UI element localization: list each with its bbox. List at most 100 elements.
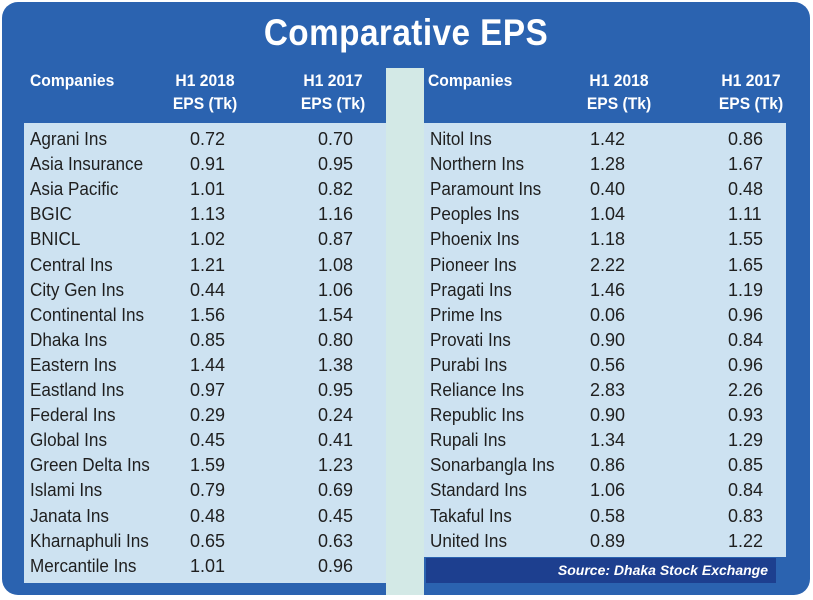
left-company-name: Federal Ins [30, 405, 116, 426]
right-eps-h1-2017: 1.29 [728, 430, 764, 451]
right-header-h1-2018-line1: H1 2018 [589, 71, 649, 90]
table-row: Paramount Ins 0.40 0.48 [424, 177, 786, 202]
right-eps-h1-2018: 0.40 [590, 179, 626, 200]
left-eps-h1-2017: 1.16 [318, 204, 354, 225]
right-company-name: Sonarbangla Ins [430, 455, 555, 476]
right-header-h1-2017: H1 2017 EPS (Tk) [700, 69, 801, 115]
right-company-name: Phoenix Ins [430, 229, 520, 250]
table-row: Pragati Ins 1.46 1.19 [424, 278, 786, 303]
left-eps-h1-2018: 1.13 [190, 204, 226, 225]
right-eps-h1-2017: 0.93 [728, 405, 764, 426]
table-row: Continental Ins 1.56 1.54 [24, 303, 386, 328]
table-row: Pioneer Ins 2.22 1.65 [424, 253, 786, 278]
left-header-h1-2017-line2: EPS (Tk) [300, 94, 366, 113]
right-company-name: Pragati Ins [430, 279, 512, 300]
left-company-name: Green Delta Ins [30, 455, 150, 476]
left-header-h1-2017-line1: H1 2017 [303, 71, 363, 90]
right-eps-h1-2018: 1.46 [590, 279, 626, 300]
left-eps-h1-2018: 1.01 [190, 179, 226, 200]
left-eps-h1-2018: 0.91 [190, 154, 226, 175]
table-row: Republic Ins 0.90 0.93 [424, 403, 786, 428]
right-company-name: Peoples Ins [430, 204, 520, 225]
right-eps-h1-2018: 0.90 [590, 405, 626, 426]
right-eps-h1-2017: 0.86 [728, 129, 764, 149]
table-row: Eastern Ins 1.44 1.38 [24, 353, 386, 378]
left-eps-h1-2017: 1.54 [318, 304, 354, 325]
right-company-name: Prime Ins [430, 304, 503, 325]
right-eps-h1-2017: 0.96 [728, 354, 764, 375]
left-company-name: Agrani Ins [30, 129, 107, 149]
left-eps-h1-2018: 0.97 [190, 380, 226, 400]
left-company-name: Eastland Ins [30, 380, 125, 400]
table-row: Rupali Ins 1.34 1.29 [424, 428, 786, 453]
left-company-name: Janata Ins [30, 505, 109, 526]
left-eps-h1-2018: 0.29 [190, 405, 226, 426]
left-company-name: BNICL [30, 229, 81, 250]
right-eps-h1-2017: 1.65 [728, 254, 764, 275]
table-row: Phoenix Ins 1.18 1.55 [424, 227, 786, 252]
left-header-h1-2017: H1 2017 EPS (Tk) [282, 69, 383, 115]
table-row: Purabi Ins 0.56 0.96 [424, 353, 786, 378]
table-row: Dhaka Ins 0.85 0.80 [24, 328, 386, 353]
left-eps-h1-2017: 0.80 [318, 329, 354, 350]
left-eps-h1-2018: 1.02 [190, 229, 226, 250]
left-company-name: Kharnaphuli Ins [30, 530, 149, 551]
right-eps-h1-2018: 0.06 [590, 304, 626, 325]
left-company-name: Continental Ins [30, 304, 145, 325]
right-header-h1-2017-line1: H1 2017 [721, 71, 781, 90]
table-row: Standard Ins 1.06 0.84 [424, 478, 786, 503]
left-eps-h1-2017: 0.45 [318, 505, 354, 526]
table-row: Prime Ins 0.06 0.96 [424, 303, 786, 328]
right-header-companies: Companies [428, 71, 513, 90]
table-row: Federal Ins 0.29 0.24 [24, 403, 386, 428]
right-company-name: Reliance Ins [430, 380, 525, 400]
right-company-name: United Ins [430, 530, 507, 551]
table-row: Kharnaphuli Ins 0.65 0.63 [24, 529, 386, 554]
table-row: Nitol Ins 1.42 0.86 [424, 127, 786, 152]
right-company-name: Standard Ins [430, 480, 527, 501]
right-eps-h1-2018: 1.28 [590, 154, 626, 175]
right-eps-h1-2017: 0.48 [728, 179, 764, 200]
right-eps-h1-2017: 1.19 [728, 279, 764, 300]
left-eps-h1-2017: 0.95 [318, 380, 354, 400]
left-company-name: Mercantile Ins [30, 555, 137, 576]
left-eps-h1-2017: 0.70 [318, 129, 354, 149]
right-company-name: Paramount Ins [430, 179, 542, 200]
table-row: Eastland Ins 0.97 0.95 [24, 378, 386, 403]
left-company-name: Asia Insurance [30, 154, 144, 175]
left-eps-h1-2017: 1.23 [318, 455, 354, 476]
right-eps-h1-2017: 0.96 [728, 304, 764, 325]
right-company-name: Republic Ins [430, 405, 525, 426]
right-eps-h1-2017: 1.55 [728, 229, 764, 250]
left-eps-h1-2018: 0.65 [190, 530, 226, 551]
right-header-h1-2018-line2: EPS (Tk) [586, 94, 652, 113]
left-eps-h1-2018: 1.01 [190, 555, 226, 576]
right-company-name: Purabi Ins [430, 354, 507, 375]
table-row: Takaful Ins 0.58 0.83 [424, 504, 786, 529]
right-company-name: Nitol Ins [430, 129, 492, 149]
right-eps-h1-2017: 2.26 [728, 380, 764, 400]
table-row: Asia Insurance 0.91 0.95 [24, 152, 386, 177]
right-eps-h1-2018: 1.34 [590, 430, 626, 451]
left-eps-h1-2018: 0.48 [190, 505, 226, 526]
left-eps-h1-2017: 0.96 [318, 555, 354, 576]
right-eps-h1-2017: 0.84 [728, 329, 764, 350]
left-eps-h1-2018: 0.44 [190, 279, 226, 300]
table-row: Provati Ins 0.90 0.84 [424, 328, 786, 353]
right-eps-h1-2018: 0.86 [590, 455, 626, 476]
right-company-name: Provati Ins [430, 329, 511, 350]
right-eps-h1-2018: 1.42 [590, 129, 626, 149]
table-row: Central Ins 1.21 1.08 [24, 253, 386, 278]
right-eps-h1-2018: 1.04 [590, 204, 626, 225]
left-company-name: Islami Ins [30, 480, 103, 501]
left-header-h1-2018: H1 2018 EPS (Tk) [154, 69, 255, 115]
right-eps-h1-2017: 1.22 [728, 530, 764, 551]
right-header-h1-2017-line2: EPS (Tk) [718, 94, 784, 113]
left-company-name: Eastern Ins [30, 354, 117, 375]
right-table-panel: Nitol Ins 1.42 0.86 Northern Ins 1.28 1.67 Par… [424, 123, 786, 557]
table-row: United Ins 0.89 1.22 [424, 529, 786, 554]
left-eps-h1-2018: 0.45 [190, 430, 226, 451]
left-header-companies: Companies [30, 71, 115, 90]
left-eps-h1-2018: 1.44 [190, 354, 226, 375]
